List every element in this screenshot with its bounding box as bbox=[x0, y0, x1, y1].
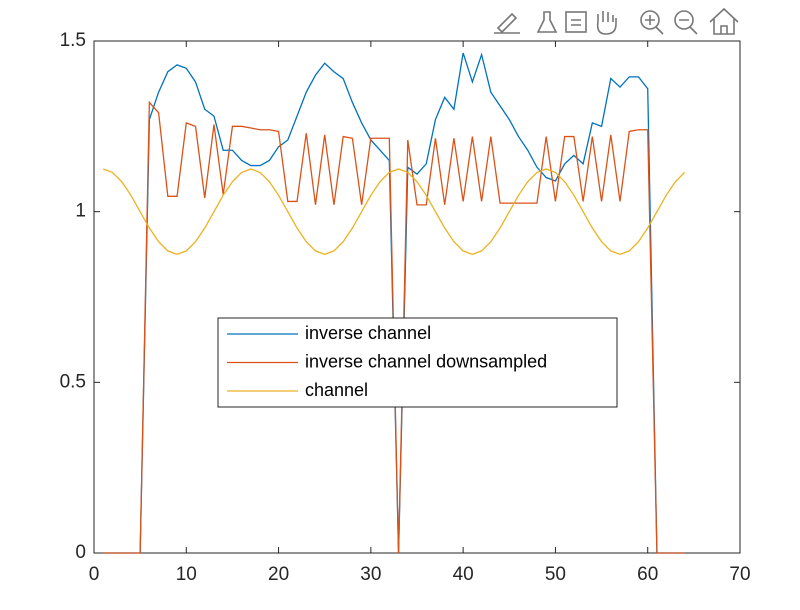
x-tick-label: 50 bbox=[545, 564, 566, 585]
x-tick-label: 10 bbox=[176, 564, 197, 585]
x-tick-label: 30 bbox=[360, 564, 381, 585]
toolbar-icon[interactable] bbox=[494, 12, 520, 34]
legend-label: inverse channel bbox=[305, 323, 431, 343]
toolbar-icon[interactable] bbox=[596, 11, 617, 35]
legend: inverse channel inverse channel downsampl… bbox=[217, 317, 618, 408]
y-tick-label: 1 bbox=[75, 201, 86, 222]
y-tick-label: 0.5 bbox=[60, 371, 86, 392]
y-tick-label: 1.5 bbox=[60, 30, 86, 51]
x-tick-label: 20 bbox=[268, 564, 289, 585]
legend-label: inverse channel downsampled bbox=[305, 351, 547, 371]
x-tick-label: 70 bbox=[729, 564, 750, 585]
x-tick-label: 60 bbox=[637, 564, 658, 585]
x-tick-label: 0 bbox=[89, 564, 100, 585]
x-tick-label: 40 bbox=[453, 564, 474, 585]
toolbar-icon[interactable] bbox=[536, 11, 558, 33]
y-tick-label: 0 bbox=[75, 542, 86, 563]
data-line bbox=[103, 168, 686, 256]
axes-box bbox=[93, 40, 741, 554]
toolbar bbox=[494, 7, 739, 35]
toolbar-icon[interactable] bbox=[709, 7, 739, 35]
legend-label: channel bbox=[305, 380, 368, 400]
toolbar-icon[interactable] bbox=[640, 10, 664, 35]
toolbar-icon[interactable] bbox=[674, 10, 698, 35]
toolbar-icon[interactable] bbox=[565, 11, 587, 33]
